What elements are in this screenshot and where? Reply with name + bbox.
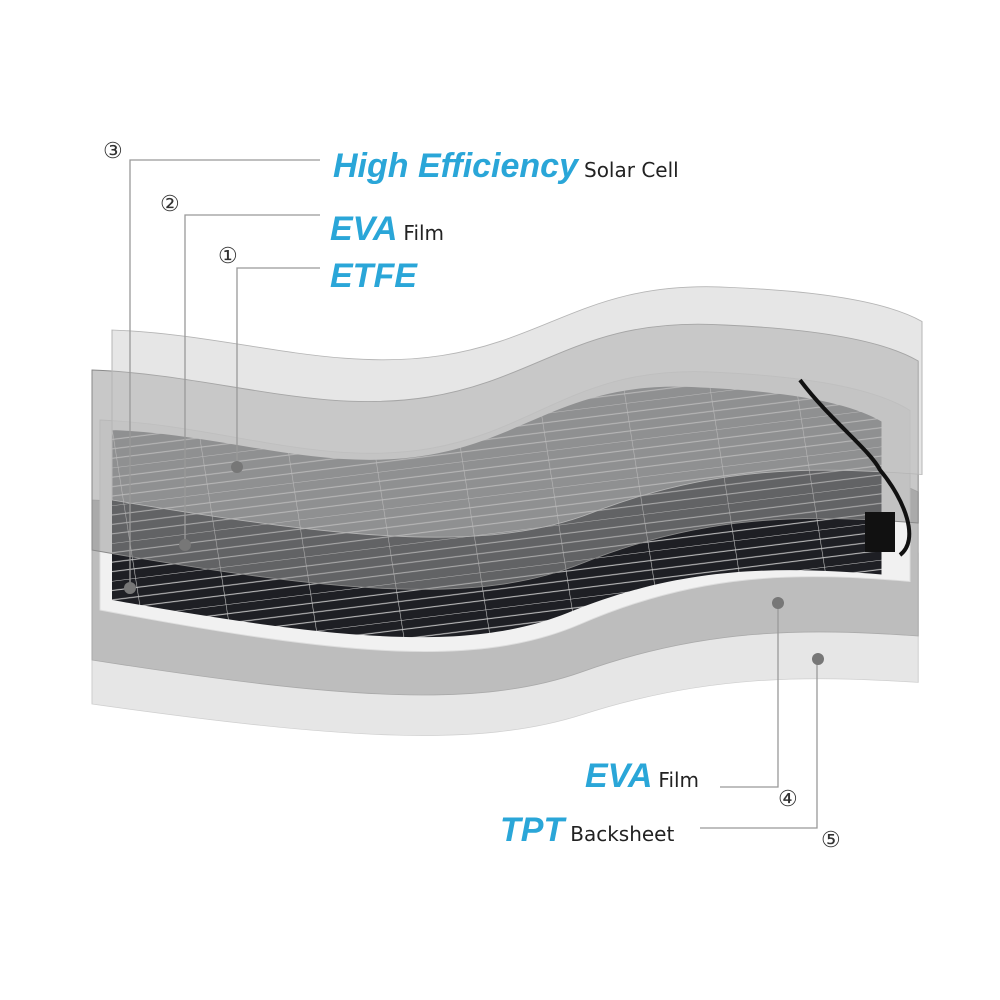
leaders <box>124 159 824 829</box>
label-emphasis: ETFE <box>330 257 418 295</box>
leader-dot <box>812 653 824 665</box>
leader-line <box>129 159 320 588</box>
marker: ③ <box>103 139 123 164</box>
leader-dot <box>772 597 784 609</box>
label: TPT Backsheet <box>500 811 674 849</box>
leader-dot <box>124 582 136 594</box>
label: EVA Film <box>330 210 444 248</box>
leader-line <box>236 267 320 467</box>
marker: ② <box>160 192 180 217</box>
label-emphasis: TPT <box>500 811 567 849</box>
label-text: Backsheet <box>570 822 674 846</box>
labels: ③ High Efficiency Solar Cell ② EVA Film ① … <box>103 139 841 853</box>
label-emphasis: EVA <box>330 210 397 248</box>
junction-box <box>865 512 895 552</box>
label-emphasis: High Efficiency <box>333 147 580 185</box>
layers <box>91 286 923 737</box>
label-text: Solar Cell <box>584 158 679 182</box>
label-emphasis: EVA <box>585 757 652 795</box>
cable <box>798 378 912 557</box>
marker: ⑤ <box>821 828 841 853</box>
label: ETFE <box>330 257 418 295</box>
label-text: Film <box>658 768 699 792</box>
label: High Efficiency Solar Cell <box>333 147 679 185</box>
leader-line <box>700 659 818 829</box>
marker: ④ <box>778 787 798 812</box>
leader-line <box>184 214 320 545</box>
label-text: Film <box>403 221 444 245</box>
marker: ① <box>218 244 238 269</box>
leader-dot <box>231 461 243 473</box>
leader-dot <box>179 539 191 551</box>
leader-line <box>720 603 779 788</box>
label: EVA Film <box>585 757 699 795</box>
